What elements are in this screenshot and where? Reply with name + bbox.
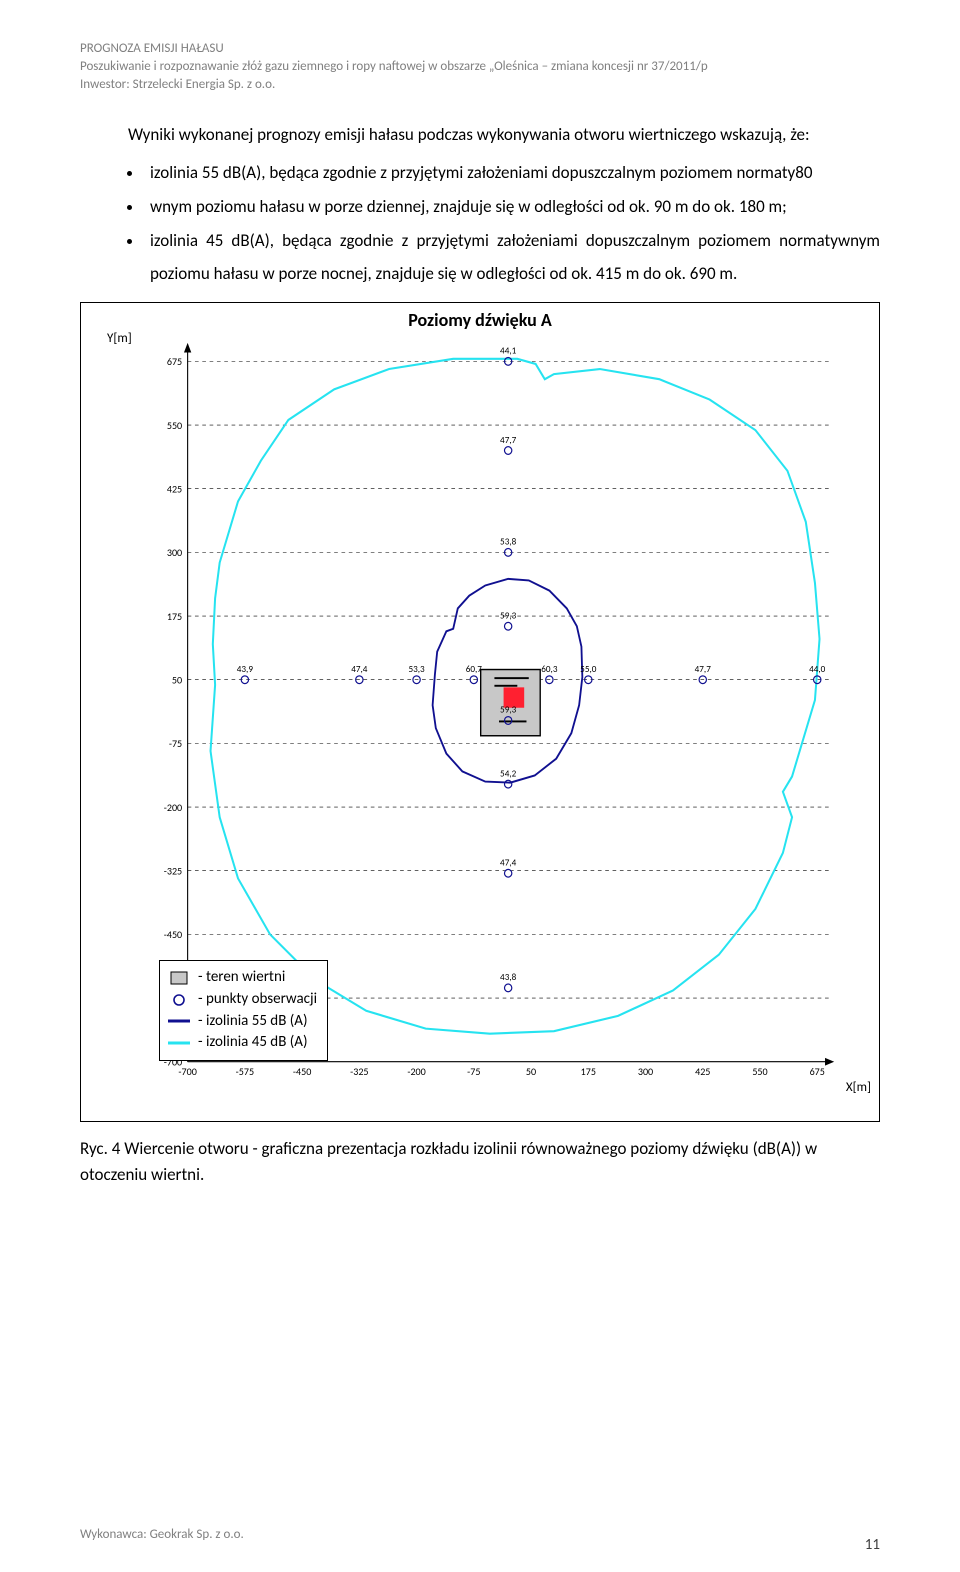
y-axis-label: Y[m]	[107, 331, 132, 346]
bullet-item: wnym poziomu hałasu w porze dziennej, zn…	[144, 191, 880, 223]
svg-text:44,0: 44,0	[809, 663, 825, 675]
svg-text:300: 300	[638, 1065, 653, 1078]
svg-text:59,3: 59,3	[500, 704, 516, 716]
svg-text:47,7: 47,7	[695, 663, 711, 675]
legend-points: - punkty obserwacji	[168, 989, 317, 1011]
svg-text:675: 675	[167, 355, 182, 368]
bullet-list: izolinia 55 dB(A), będąca zgodnie z przy…	[144, 157, 880, 290]
bullet-item: izolinia 55 dB(A), będąca zgodnie z przy…	[144, 157, 880, 189]
svg-text:50: 50	[172, 673, 182, 686]
header-line3: Inwestor: Strzelecki Energia Sp. z o.o.	[80, 76, 880, 94]
terrain-icon	[168, 970, 190, 986]
svg-text:425: 425	[695, 1065, 710, 1078]
svg-text:-450: -450	[293, 1065, 311, 1078]
svg-text:-75: -75	[467, 1065, 480, 1078]
svg-text:47,4: 47,4	[351, 663, 367, 675]
svg-text:-325: -325	[164, 864, 182, 877]
legend-terrain: - teren wiertni	[168, 967, 317, 989]
point-icon	[168, 992, 190, 1008]
svg-text:-200: -200	[407, 1065, 425, 1078]
svg-text:-575: -575	[236, 1065, 254, 1078]
chart-title: Poziomy dźwięku A	[81, 309, 879, 331]
legend-points-label: - punkty obserwacji	[198, 989, 317, 1011]
legend-iso55-label: - izolinia 55 dB (A)	[198, 1011, 308, 1033]
svg-text:675: 675	[810, 1065, 825, 1078]
iso55-icon	[168, 1013, 190, 1029]
bullet-item: izolinia 45 dB(A), będąca zgodnie z przy…	[144, 225, 880, 290]
svg-text:-75: -75	[169, 737, 182, 750]
svg-text:43,8: 43,8	[500, 971, 516, 983]
figure-caption: Ryc. 4 Wiercenie otworu - graficzna prez…	[80, 1136, 880, 1187]
svg-text:43,9: 43,9	[237, 663, 253, 675]
svg-text:47,7: 47,7	[500, 434, 516, 446]
svg-text:53,8: 53,8	[500, 535, 516, 547]
svg-text:-200: -200	[164, 801, 182, 814]
svg-text:60,3: 60,3	[541, 663, 557, 675]
svg-text:300: 300	[167, 546, 182, 559]
svg-text:550: 550	[167, 419, 182, 432]
legend-iso45: - izolinia 45 dB (A)	[168, 1032, 317, 1054]
svg-text:55,0: 55,0	[580, 663, 596, 675]
svg-text:550: 550	[752, 1065, 767, 1078]
chart-legend: - teren wiertni - punkty obserwacji - iz…	[159, 960, 328, 1061]
svg-text:59,3: 59,3	[500, 609, 516, 621]
svg-text:-325: -325	[350, 1065, 368, 1078]
svg-text:-450: -450	[164, 928, 182, 941]
svg-text:175: 175	[581, 1065, 596, 1078]
header-line2: Poszukiwanie i rozpoznawanie złóż gazu z…	[80, 58, 880, 76]
svg-text:53,3: 53,3	[408, 663, 424, 675]
svg-text:54,2: 54,2	[500, 767, 516, 779]
svg-text:44,1: 44,1	[500, 344, 516, 356]
iso45-icon	[168, 1035, 190, 1051]
svg-text:47,4: 47,4	[500, 856, 516, 868]
svg-text:425: 425	[167, 482, 182, 495]
svg-text:60,7: 60,7	[466, 663, 482, 675]
page-number: 11	[865, 1536, 880, 1554]
legend-iso55: - izolinia 55 dB (A)	[168, 1011, 317, 1033]
legend-terrain-label: - teren wiertni	[198, 967, 285, 989]
svg-text:175: 175	[167, 610, 182, 623]
noise-chart: Poziomy dźwięku A Y[m] X[m] -575 -450 -325…	[80, 302, 880, 1122]
intro-paragraph: Wyniki wykonanej prognozy emisji hałasu …	[80, 119, 880, 151]
svg-text:-700: -700	[178, 1065, 196, 1078]
page-header: PROGNOZA EMISJI HAŁASU Poszukiwanie i ro…	[80, 40, 880, 95]
header-title: PROGNOZA EMISJI HAŁASU	[80, 40, 880, 58]
legend-iso45-label: - izolinia 45 dB (A)	[198, 1032, 308, 1054]
x-axis-label: X[m]	[846, 1080, 871, 1095]
page-footer: Wykonawca: Geokrak Sp. z o.o.	[80, 1527, 244, 1542]
svg-text:50: 50	[526, 1065, 536, 1078]
